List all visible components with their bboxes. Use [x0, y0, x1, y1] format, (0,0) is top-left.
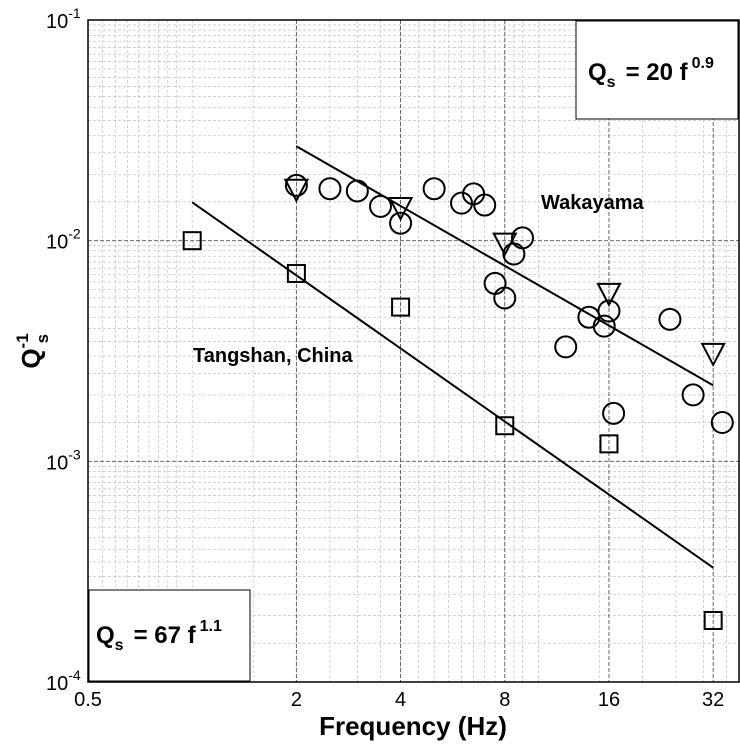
circle-marker	[369, 194, 393, 218]
y-tick-label: 10-3	[46, 446, 81, 474]
formula-top-right-sup: 0.9	[692, 55, 714, 72]
circle-marker	[597, 299, 621, 323]
formula-bottom-left: Qs = 67 f 1.1	[96, 618, 222, 654]
formula-top-right-eq: = 20 f	[626, 59, 689, 86]
series-label-tangshan: Tangshan, China	[193, 345, 354, 367]
y-axis-title-sub: s	[33, 334, 52, 343]
formula-top-right-q: Q	[588, 59, 607, 86]
x-tick-label: 8	[499, 689, 510, 711]
formula-box-bottom-left: Qs = 67 f 1.1	[88, 589, 251, 682]
x-axis-title: Frequency (Hz)	[319, 711, 507, 741]
formula-bottom-left-sub: s	[115, 637, 124, 654]
circle-marker	[318, 177, 342, 201]
formula-box-top-right: Qs = 20 f 0.9	[575, 20, 739, 120]
x-tick-label: 4	[395, 689, 406, 711]
y-axis-title-sup: -1	[13, 333, 32, 348]
triangle-marker	[492, 232, 518, 257]
y-tick-labels: 10-1 10-2 10-3 10-4	[46, 5, 81, 695]
square-marker	[182, 231, 202, 251]
square-marker	[391, 297, 411, 317]
square-marker	[599, 434, 619, 454]
y-axis-title-base: Q	[16, 348, 46, 368]
formula-box-top-right-frame	[575, 20, 739, 120]
formula-top-right-sub: s	[607, 74, 616, 91]
circle-marker	[681, 383, 705, 407]
triangle-marker	[387, 197, 414, 222]
x-tick-label: 16	[598, 689, 620, 711]
circle-marker	[389, 211, 413, 235]
plot-frame	[87, 19, 740, 683]
formula-box-bottom-left-frame	[88, 589, 251, 682]
circle-marker	[658, 307, 682, 331]
square-marker	[286, 263, 306, 283]
x-tick-label: 2	[291, 689, 302, 711]
formula-bottom-left-sup: 1.1	[200, 618, 222, 635]
y-tick-label: 10-2	[46, 226, 81, 254]
x-tick-label: 0.5	[74, 689, 102, 711]
y-tick-label: 10-1	[46, 5, 81, 33]
formula-bottom-left-q: Q	[96, 622, 115, 649]
square-marker	[703, 610, 723, 630]
x-tick-labels: 0.5 2 4 8 16 32	[74, 689, 724, 711]
circle-marker	[710, 410, 734, 434]
circle-marker	[422, 177, 446, 201]
circle-marker	[554, 335, 578, 359]
circle-marker	[345, 179, 369, 203]
square-marker	[495, 416, 515, 436]
series-label-wakayama: Wakayama	[541, 192, 645, 214]
formula-bottom-left-eq: = 67 f	[134, 622, 197, 649]
fit-line-tangshan	[191, 201, 714, 569]
triangle-marker	[283, 178, 310, 203]
circle-marker	[493, 286, 517, 310]
circle-marker	[473, 193, 497, 217]
y-tick-label: 10-4	[46, 667, 81, 695]
x-tick-label: 32	[702, 689, 724, 711]
circle-marker	[602, 401, 626, 425]
formula-top-right: Qs = 20 f 0.9	[588, 55, 714, 91]
circle-marker	[510, 226, 534, 250]
circle-marker	[450, 191, 474, 215]
y-axis-title: Q-1s	[13, 333, 52, 368]
triangle-marker	[596, 282, 622, 308]
circle-marker	[592, 314, 616, 338]
triangle-marker	[700, 342, 726, 368]
data-markers	[182, 173, 734, 630]
circle-marker	[284, 173, 308, 197]
